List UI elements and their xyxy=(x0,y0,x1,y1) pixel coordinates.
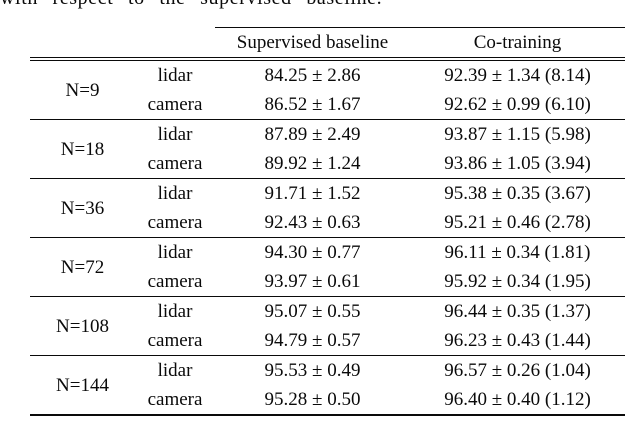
table-group: N=36 lidar 91.71 ± 1.52 95.38 ± 0.35 (3.… xyxy=(30,178,625,238)
table-row: N=108 lidar 95.07 ± 0.55 96.44 ± 0.35 (1… xyxy=(30,297,625,337)
table-row: N=72 lidar 94.30 ± 0.77 96.11 ± 0.34 (1.… xyxy=(30,238,625,278)
cotraining-value: 92.62 ± 0.99 (6.10) xyxy=(444,94,591,115)
table-row: N=9 lidar 84.25 ± 2.86 92.39 ± 1.34 (8.1… xyxy=(30,59,625,101)
header-spacer-n xyxy=(30,28,135,60)
supervised-value: 87.89 ± 2.49 xyxy=(264,124,361,145)
supervised-value: 94.79 ± 0.57 xyxy=(264,330,361,351)
n-label: N=18 xyxy=(60,138,105,160)
supervised-value: 86.52 ± 1.67 xyxy=(264,94,361,115)
table-row: N=36 lidar 91.71 ± 1.52 95.38 ± 0.35 (3.… xyxy=(30,179,625,219)
header-spacer-modality xyxy=(135,28,215,60)
modality-label: camera xyxy=(147,153,203,174)
n-label: N=144 xyxy=(56,374,109,396)
table-row: camera 92.43 ± 0.63 95.21 ± 0.46 (2.78) xyxy=(30,208,625,238)
table-group: N=72 lidar 94.30 ± 0.77 96.11 ± 0.34 (1.… xyxy=(30,237,625,297)
modality-label: lidar xyxy=(157,65,193,86)
cotraining-value: 95.38 ± 0.35 (3.67) xyxy=(444,183,591,204)
modality-label: lidar xyxy=(157,124,193,145)
table-group: N=9 lidar 84.25 ± 2.86 92.39 ± 1.34 (8.1… xyxy=(30,59,625,120)
cotraining-value: 95.21 ± 0.46 (2.78) xyxy=(444,212,591,233)
supervised-value: 91.71 ± 1.52 xyxy=(264,183,361,204)
table-row: camera 94.79 ± 0.57 96.23 ± 0.43 (1.44) xyxy=(30,326,625,356)
table-row: camera 89.92 ± 1.24 93.86 ± 1.05 (3.94) xyxy=(30,149,625,179)
results-table-container: Supervised baseline Co-training N=9 lida… xyxy=(30,27,625,416)
n-label: N=72 xyxy=(60,256,105,278)
modality-label: camera xyxy=(147,212,203,233)
table-row: N=144 lidar 95.53 ± 0.49 96.57 ± 0.26 (1… xyxy=(30,356,625,396)
cotraining-value: 96.40 ± 0.40 (1.12) xyxy=(444,389,591,410)
caption-fragment-clip: with respect to the supervised baseline. xyxy=(0,0,480,9)
table-header: Supervised baseline Co-training xyxy=(30,27,625,60)
n-label: N=9 xyxy=(65,79,100,101)
table-row: camera 95.28 ± 0.50 96.40 ± 0.40 (1.12) xyxy=(30,385,625,415)
cotraining-value: 93.87 ± 1.15 (5.98) xyxy=(444,124,591,145)
modality-label: lidar xyxy=(157,301,193,322)
table-row: camera 86.52 ± 1.67 92.62 ± 0.99 (6.10) xyxy=(30,90,625,120)
modality-label: lidar xyxy=(157,183,193,204)
supervised-value: 89.92 ± 1.24 xyxy=(264,153,361,174)
supervised-value: 94.30 ± 0.77 xyxy=(264,242,361,263)
column-header-supervised: Supervised baseline xyxy=(215,27,410,59)
cotraining-value: 96.44 ± 0.35 (1.37) xyxy=(444,301,591,322)
cotraining-value: 92.39 ± 1.34 (8.14) xyxy=(444,65,591,86)
supervised-value: 84.25 ± 2.86 xyxy=(264,65,361,86)
modality-label: camera xyxy=(147,330,203,351)
table-row: N=18 lidar 87.89 ± 2.49 93.87 ± 1.15 (5.… xyxy=(30,120,625,160)
header-row: Supervised baseline Co-training xyxy=(30,27,625,60)
supervised-value: 93.97 ± 0.61 xyxy=(264,271,361,292)
modality-label: lidar xyxy=(157,242,193,263)
modality-label: camera xyxy=(147,271,203,292)
caption-text: with respect to the supervised baseline. xyxy=(0,0,382,8)
modality-label: camera xyxy=(147,389,203,410)
supervised-value: 95.53 ± 0.49 xyxy=(264,360,361,381)
column-header-cotraining: Co-training xyxy=(410,27,625,59)
results-table: Supervised baseline Co-training N=9 lida… xyxy=(30,27,625,416)
cotraining-value: 95.92 ± 0.34 (1.95) xyxy=(444,271,591,292)
cotraining-value: 96.11 ± 0.34 (1.81) xyxy=(444,242,591,263)
cotraining-value: 96.23 ± 0.43 (1.44) xyxy=(444,330,591,351)
table-group: N=144 lidar 95.53 ± 0.49 96.57 ± 0.26 (1… xyxy=(30,355,625,416)
supervised-value: 95.07 ± 0.55 xyxy=(264,301,361,322)
table-row: camera 93.97 ± 0.61 95.92 ± 0.34 (1.95) xyxy=(30,267,625,297)
table-group: N=18 lidar 87.89 ± 2.49 93.87 ± 1.15 (5.… xyxy=(30,119,625,179)
cotraining-value: 96.57 ± 0.26 (1.04) xyxy=(444,360,591,381)
supervised-value: 95.28 ± 0.50 xyxy=(264,389,361,410)
n-label: N=108 xyxy=(56,315,109,337)
modality-label: lidar xyxy=(157,360,193,381)
modality-label: camera xyxy=(147,94,203,115)
supervised-value: 92.43 ± 0.63 xyxy=(264,212,361,233)
n-label: N=36 xyxy=(60,197,105,219)
table-group: N=108 lidar 95.07 ± 0.55 96.44 ± 0.35 (1… xyxy=(30,296,625,356)
cotraining-value: 93.86 ± 1.05 (3.94) xyxy=(444,153,591,174)
